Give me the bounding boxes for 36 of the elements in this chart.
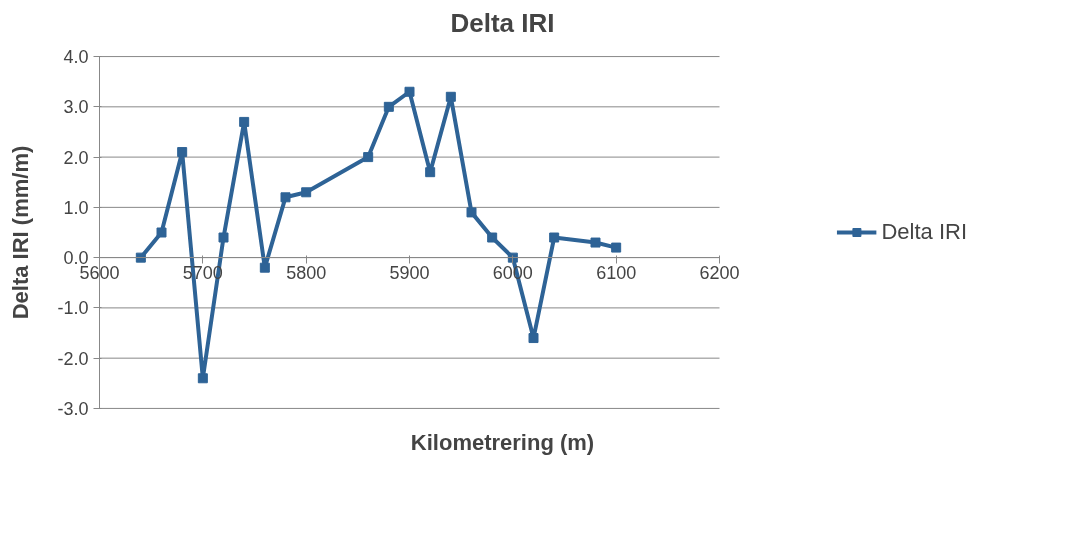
y-tick-label: -1.0 (57, 298, 89, 319)
point (197, 373, 208, 384)
point (425, 167, 436, 178)
x-axis-title: Kilometrering (m) (410, 429, 595, 455)
y-tick-label: -2.0 (57, 348, 89, 369)
y-tick-label: 4.0 (63, 47, 89, 68)
point (280, 192, 291, 203)
point (239, 116, 250, 127)
point (259, 262, 270, 273)
point (404, 86, 415, 97)
x-tick-label: 5800 (286, 262, 327, 283)
y-tick-label: -3.0 (57, 398, 89, 419)
point (528, 333, 539, 344)
point (611, 242, 622, 253)
x-tick-label: 5900 (389, 262, 430, 283)
point (507, 252, 518, 263)
point (590, 237, 601, 248)
point (445, 91, 456, 102)
y-tick-label: 1.0 (63, 197, 89, 218)
point (218, 232, 229, 243)
x-tick-label: 6200 (699, 262, 740, 283)
point (301, 187, 312, 198)
y-tick-label: 3.0 (63, 97, 89, 118)
x-tick-label: 6100 (596, 262, 637, 283)
chart-title: Delta IRI (450, 7, 555, 38)
point (487, 232, 498, 243)
point (466, 207, 477, 218)
point (363, 152, 374, 163)
y-tick-label: 2.0 (63, 147, 89, 168)
point (383, 101, 394, 112)
legend-label: Delta IRI (881, 219, 967, 245)
point (156, 227, 167, 238)
point (135, 252, 146, 263)
point (177, 147, 188, 158)
point (549, 232, 560, 243)
y-axis-title: Delta IRI (mm/m) (7, 145, 33, 320)
